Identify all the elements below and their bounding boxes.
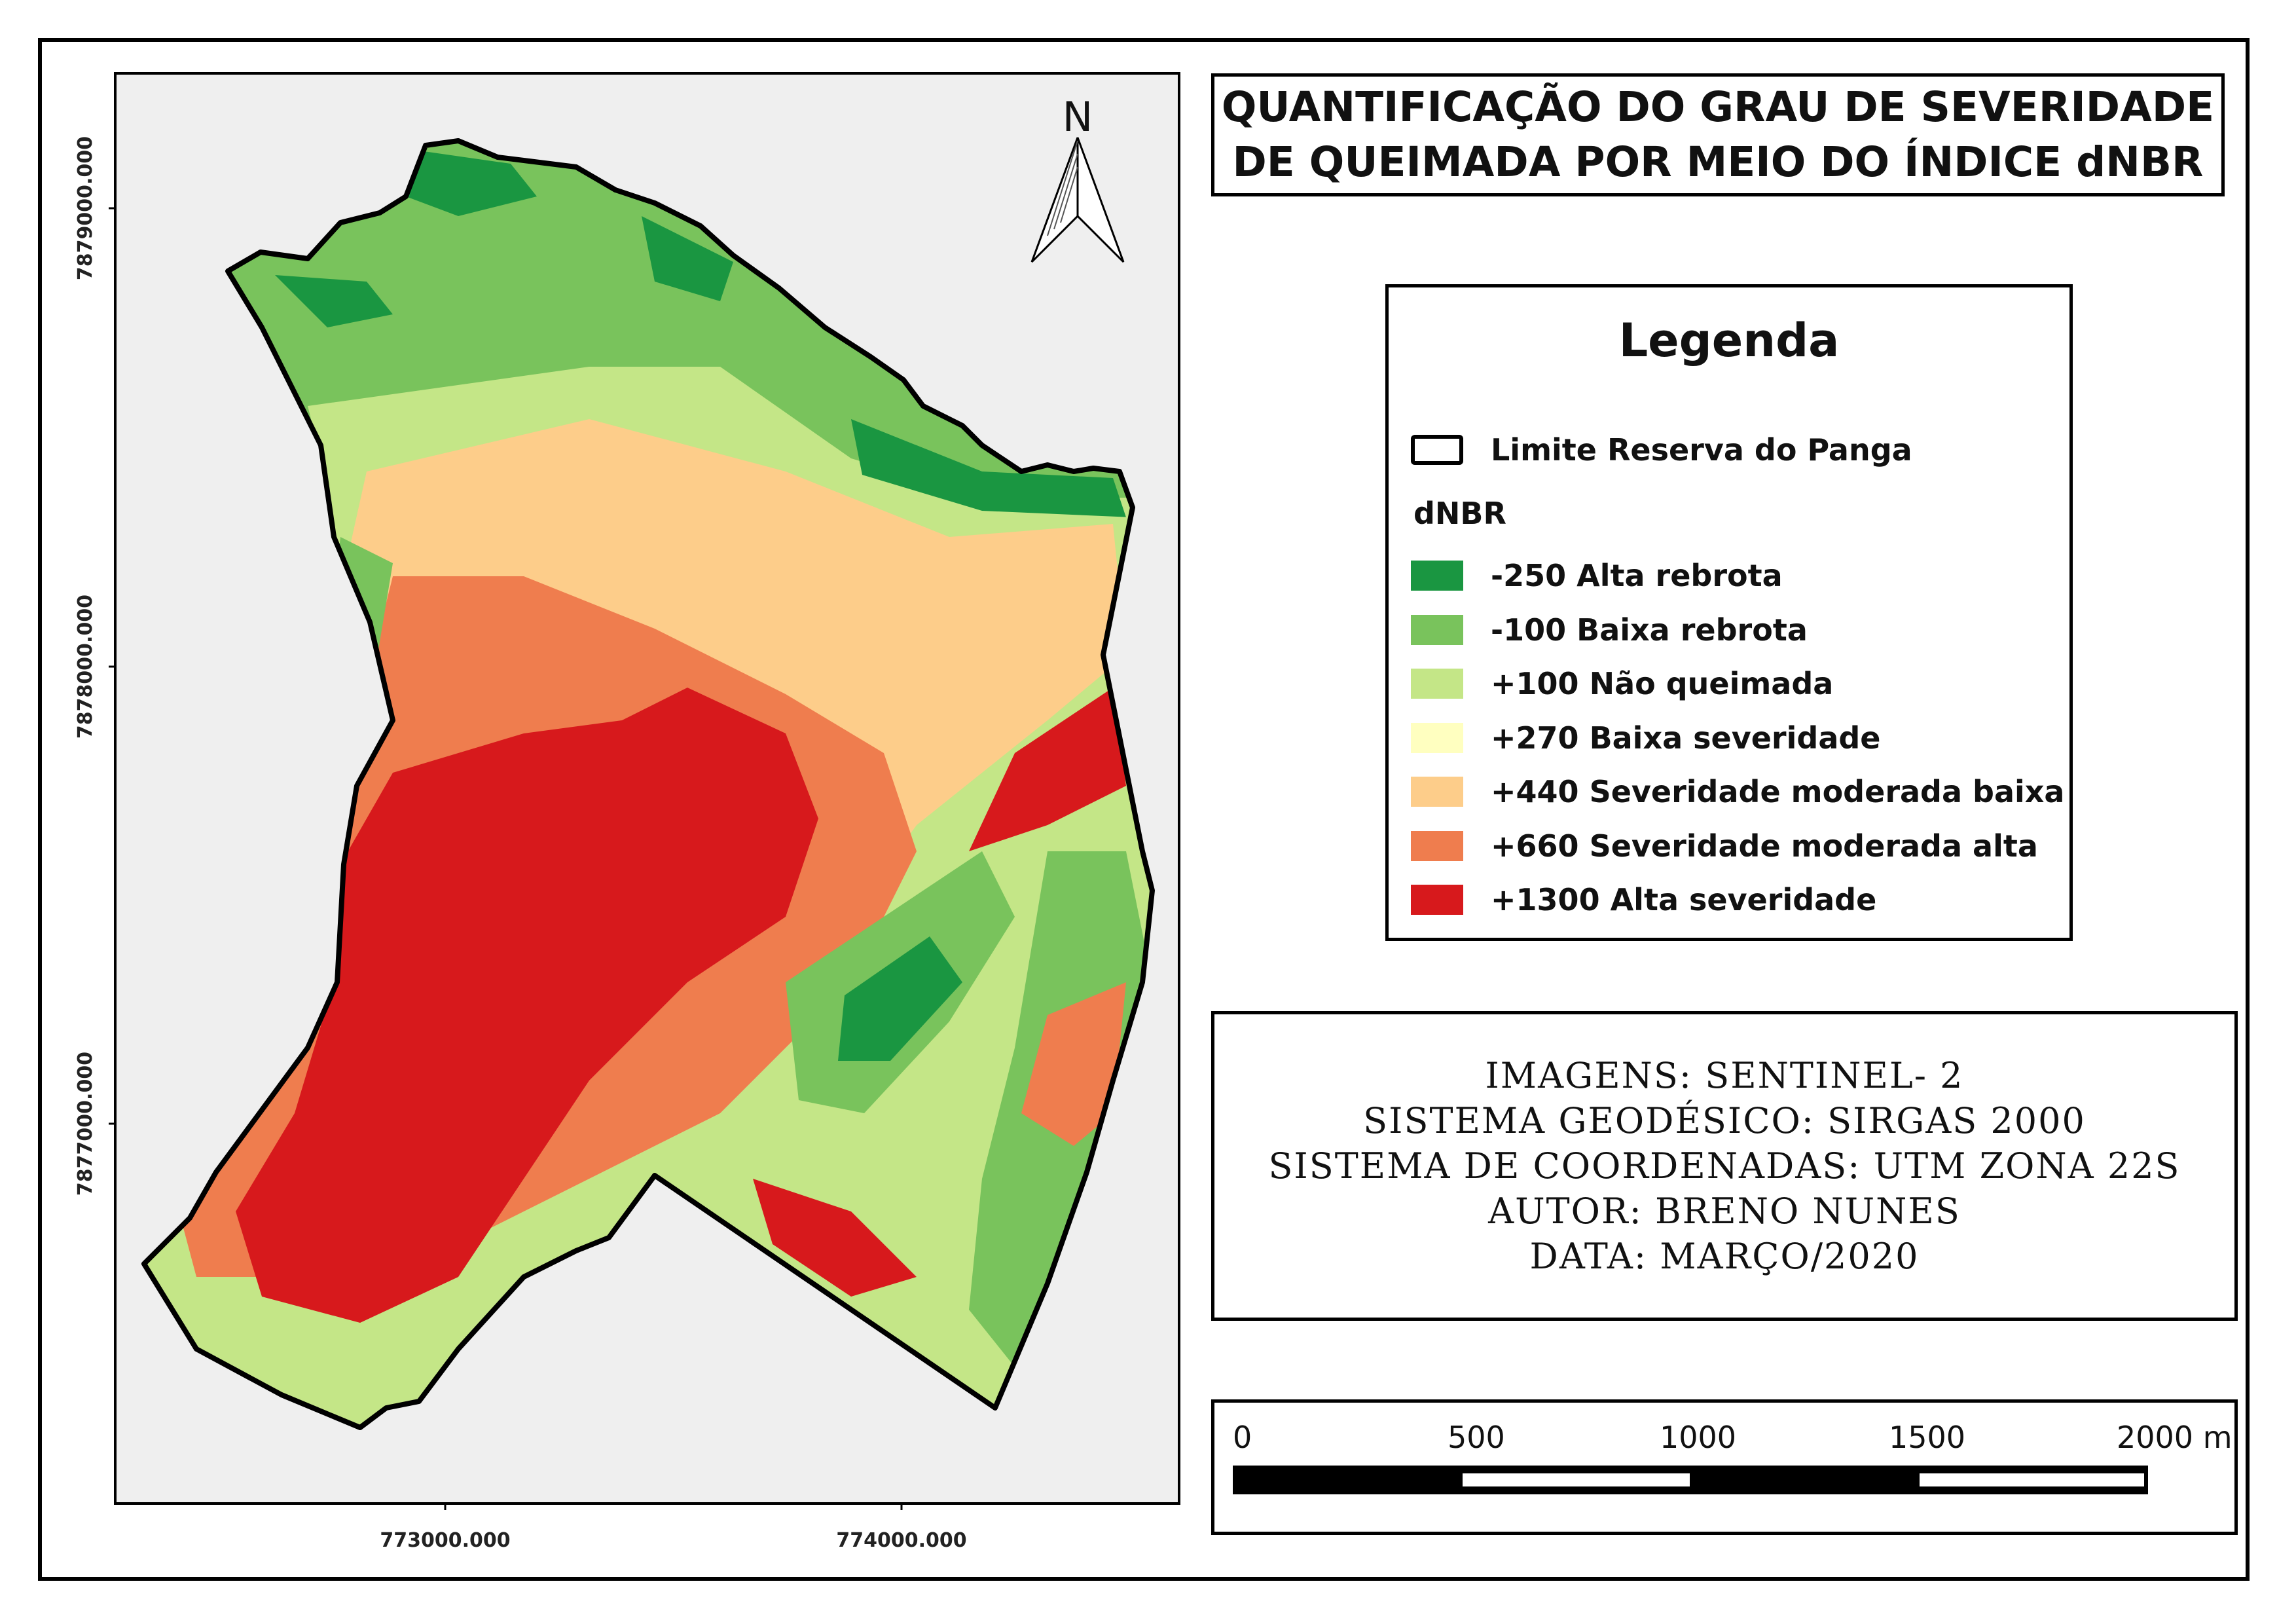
- page-frame: [38, 38, 2250, 1581]
- legend-label: -100 Baixa rebrota: [1491, 612, 1808, 648]
- legend-label: +100 Não queimada: [1491, 666, 1834, 701]
- zone-high-regrowth-nw: [275, 275, 393, 327]
- y-tick-label-3: 7877000.000: [74, 1052, 97, 1196]
- legend-swatch: [1411, 885, 1463, 915]
- zone-high-regrowth-se: [838, 936, 962, 1061]
- legend-swatch: [1411, 669, 1463, 699]
- scale-segment-3: [1690, 1466, 1921, 1494]
- legend-item: +660 Severidade moderada alta: [1411, 826, 2038, 866]
- reserve-boundary: [141, 138, 1155, 1430]
- legend-item: +1300 Alta severidade: [1411, 880, 1876, 919]
- scale-label-2000: 2000 m: [2117, 1420, 2232, 1455]
- legend-swatch: [1411, 777, 1463, 807]
- boundary-swatch: [1411, 435, 1463, 465]
- zone-moderate-high-se: [1021, 982, 1126, 1146]
- legend: Legenda Limite Reserva do Panga dNBR -25…: [1385, 284, 2073, 941]
- legend-swatch: [1411, 723, 1463, 753]
- info-date: DATA: MARÇO/2020: [1529, 1236, 1920, 1277]
- zone-high-severity-ne: [969, 688, 1126, 851]
- legend-item: -100 Baixa rebrota: [1411, 610, 1808, 650]
- legend-label: -250 Alta rebrota: [1491, 558, 1783, 593]
- legend-swatch: [1411, 615, 1463, 645]
- legend-label: +270 Baixa severidade: [1491, 720, 1881, 756]
- legend-label: +660 Severidade moderada alta: [1491, 828, 2038, 864]
- north-arrow-right-half: [1076, 137, 1125, 263]
- zone-high-regrowth-n2: [642, 216, 733, 301]
- x-tick-label-2: 774000.000: [836, 1529, 966, 1552]
- legend-item: +100 Não queimada: [1411, 664, 1833, 703]
- legend-label: +1300 Alta severidade: [1491, 882, 1877, 917]
- scale-bar: 0 500 1000 1500 2000 m: [1211, 1399, 2238, 1535]
- title-line-2: DE QUEIMADA POR MEIO DO ÍNDICE dNBR: [1232, 138, 2204, 186]
- legend-swatch: [1411, 561, 1463, 591]
- map-title: QUANTIFICAÇÃO DO GRAU DE SEVERIDADE DE Q…: [1211, 73, 2225, 196]
- legend-label: +440 Severidade moderada baixa: [1491, 774, 2065, 809]
- north-arrow-icon: N: [1030, 93, 1125, 263]
- legend-swatch: [1411, 831, 1463, 861]
- boundary-label: Limite Reserva do Panga: [1491, 432, 1912, 468]
- legend-item: -250 Alta rebrota: [1411, 556, 1783, 595]
- x-tick-label-1: 773000.000: [380, 1529, 510, 1552]
- scale-label-1000: 1000: [1660, 1420, 1737, 1455]
- zone-high-severity-south: [753, 1179, 917, 1297]
- title-line-1: QUANTIFICAÇÃO DO GRAU DE SEVERIDADE: [1221, 83, 2215, 131]
- zone-high-regrowth-n1: [406, 151, 537, 216]
- legend-item: +270 Baixa severidade: [1411, 718, 1880, 758]
- north-label: N: [1063, 93, 1093, 141]
- scale-label-0: 0: [1233, 1420, 1252, 1455]
- y-tick-label-2: 7878000.000: [74, 595, 97, 739]
- info-datum: SISTEMA GEODÉSICO: SIRGAS 2000: [1363, 1100, 2086, 1141]
- map-info: IMAGENS: SENTINEL- 2 SISTEMA GEODÉSICO: …: [1211, 1011, 2238, 1321]
- y-tick-label-1: 7879000.000: [74, 136, 97, 280]
- info-coordinate-system: SISTEMA DE COORDENADAS: UTM ZONA 22S: [1268, 1145, 2181, 1187]
- dnbr-header: dNBR: [1413, 496, 1506, 531]
- scale-bar-graphic: [1233, 1466, 2148, 1494]
- legend-boundary: Limite Reserva do Panga: [1411, 430, 1912, 470]
- info-author: AUTOR: BRENO NUNES: [1488, 1190, 1961, 1232]
- info-images: IMAGENS: SENTINEL- 2: [1485, 1055, 1964, 1096]
- scale-label-500: 500: [1448, 1420, 1505, 1455]
- scale-label-1500: 1500: [1889, 1420, 1966, 1455]
- scale-segment-1: [1233, 1466, 1464, 1494]
- zone-high-severity-main: [236, 688, 818, 1323]
- legend-title: Legenda: [1618, 314, 1840, 367]
- legend-item: +440 Severidade moderada baixa: [1411, 772, 2064, 811]
